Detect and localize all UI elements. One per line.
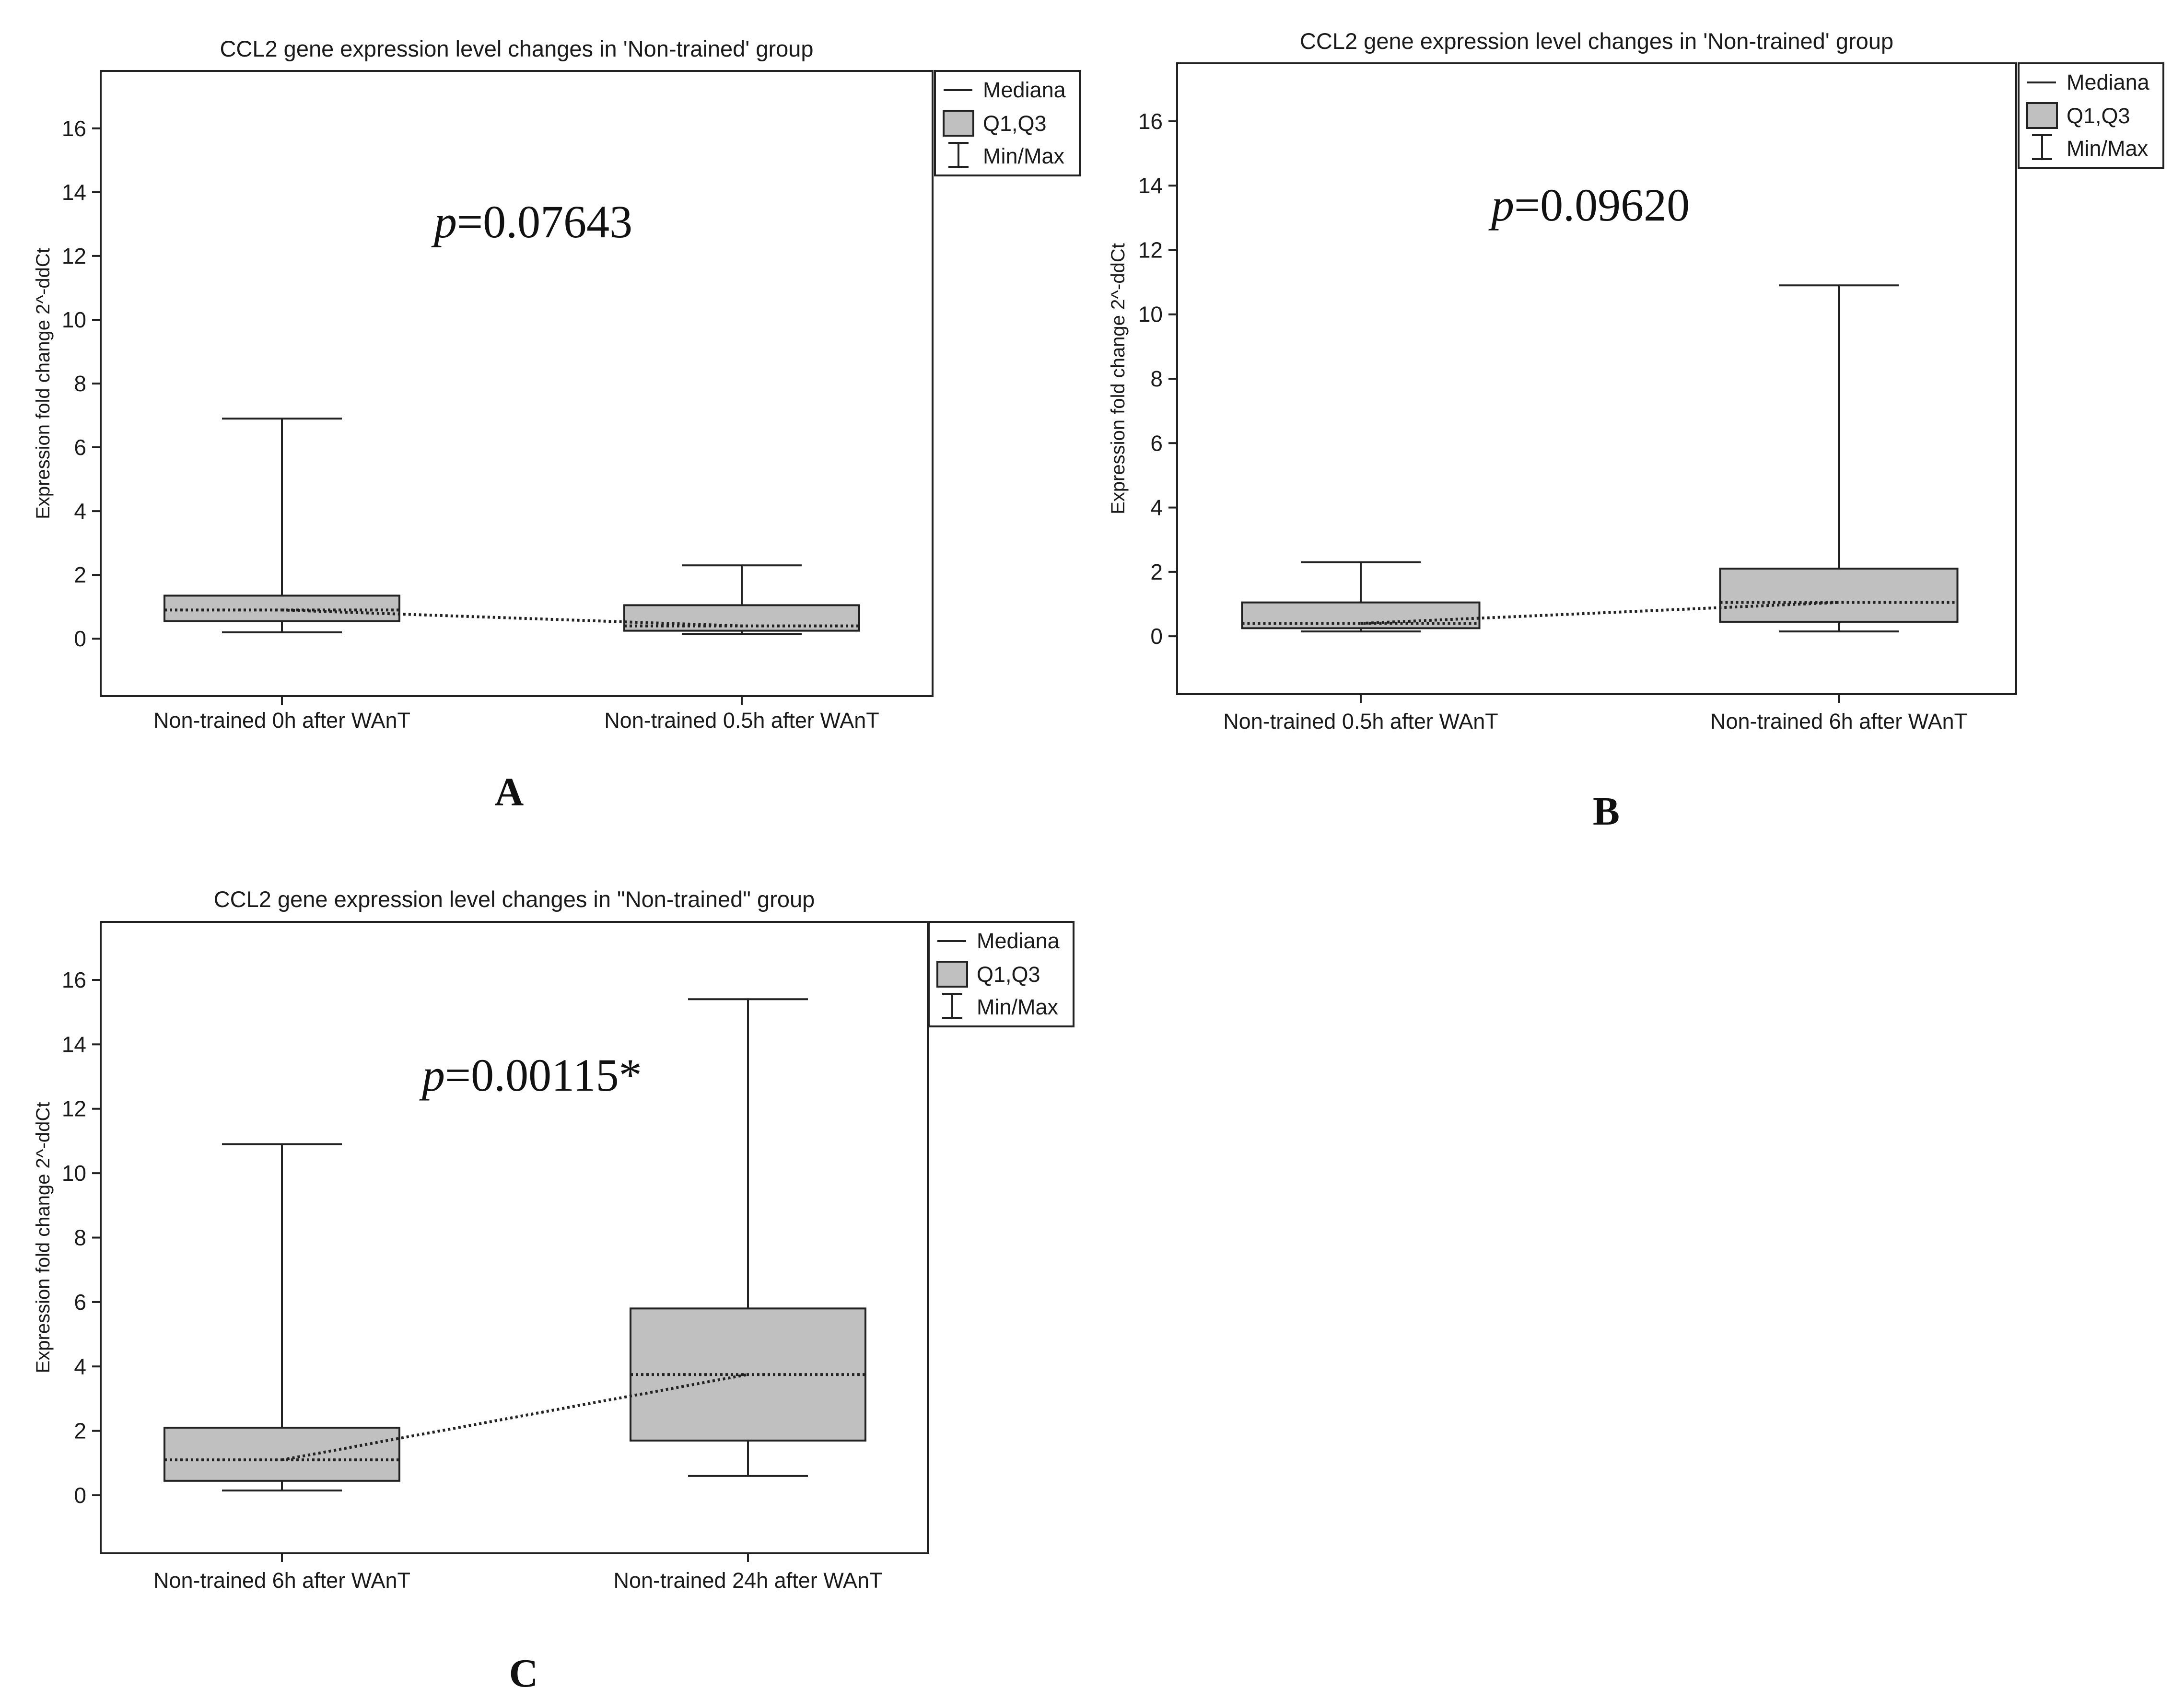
y-tick-label: 16: [62, 967, 86, 992]
x-category-label: Non-trained 6h after WAnT: [153, 1568, 410, 1593]
y-tick-label: 14: [1138, 173, 1163, 198]
y-tick-label: 6: [74, 435, 86, 460]
median-trend-line: [1360, 601, 1839, 625]
legend: Mediana Q1,Q3 Min/Max: [2018, 62, 2164, 169]
box-2: [623, 564, 860, 635]
y-tick-label: 8: [74, 371, 86, 396]
box-1: [164, 418, 400, 633]
p-value-annotation: p=0.09620: [1488, 179, 1690, 231]
y-tick-label: 0: [1150, 624, 1163, 649]
panel-letter: C: [509, 1651, 538, 1696]
legend: Mediana Q1,Q3 Min/Max: [934, 70, 1081, 176]
legend-item-median: Mediana: [983, 78, 1066, 102]
y-tick-label: 16: [1138, 109, 1163, 134]
y-tick-label: 2: [1150, 559, 1163, 584]
chart-title: CCL2 gene expression level changes in 'N…: [220, 36, 813, 61]
p-value-annotation: p=0.07643: [431, 196, 632, 247]
legend-item-median: Mediana: [2067, 70, 2150, 94]
box-2: [1719, 284, 1959, 633]
y-tick-label: 8: [74, 1225, 86, 1250]
box-1: [164, 1143, 400, 1491]
chart-panel-b: CCL2 gene expression level changes in 'N…: [1108, 28, 2164, 834]
p-value: =0.00115*: [445, 1049, 642, 1101]
x-category-label: Non-trained 0h after WAnT: [153, 708, 410, 733]
p-symbol: p: [419, 1049, 445, 1101]
y-tick-label: 8: [1150, 366, 1163, 391]
legend-item-minmax: Min/Max: [2067, 136, 2149, 161]
chart-title: CCL2 gene expression level changes in 'N…: [1300, 28, 1893, 54]
panel-letter: B: [1593, 789, 1620, 834]
p-symbol: p: [431, 196, 457, 247]
p-value: =0.07643: [457, 196, 632, 247]
iqr-box: [1719, 568, 1959, 623]
legend-item-q1q3: Q1,Q3: [983, 111, 1047, 136]
y-tick-label: 6: [74, 1290, 86, 1315]
y-tick-label: 10: [62, 307, 86, 332]
y-axis-label: Expression fold change 2^-ddCt: [33, 1102, 54, 1374]
y-tick-label: 10: [1138, 302, 1163, 327]
y-tick-label: 12: [62, 1096, 86, 1121]
p-value: =0.09620: [1514, 179, 1690, 231]
y-tick-label: 4: [1150, 495, 1163, 520]
y-tick-label: 12: [1138, 237, 1163, 262]
legend: Mediana Q1,Q3 Min/Max: [928, 921, 1074, 1027]
box-1: [1241, 561, 1481, 633]
y-tick-label: 14: [62, 1032, 86, 1057]
legend-iqr-swatch: [936, 961, 968, 988]
y-tick-label: 4: [74, 1354, 86, 1379]
legend-item-minmax: Min/Max: [983, 144, 1065, 168]
x-category-label: Non-trained 0.5h after WAnT: [1223, 709, 1498, 734]
legend-item-q1q3: Q1,Q3: [2067, 104, 2130, 128]
y-tick-label: 14: [62, 180, 86, 205]
y-tick-label: 2: [74, 562, 86, 587]
y-tick-label: 0: [74, 626, 86, 651]
chart-title: CCL2 gene expression level changes in "N…: [214, 886, 815, 912]
x-category-label: Non-trained 24h after WAnT: [613, 1568, 882, 1593]
p-symbol: p: [1488, 179, 1514, 231]
y-tick-label: 0: [74, 1483, 86, 1508]
legend-item-minmax: Min/Max: [977, 995, 1059, 1019]
iqr-box: [164, 1426, 400, 1482]
y-tick-label: 4: [74, 499, 86, 524]
chart-panel-c: CCL2 gene expression level changes in "N…: [33, 886, 1074, 1696]
y-tick-label: 2: [74, 1419, 86, 1444]
y-tick-label: 10: [62, 1161, 86, 1186]
y-tick-label: 16: [62, 116, 86, 141]
legend-item-median: Mediana: [977, 929, 1060, 953]
legend-iqr-swatch: [943, 110, 974, 137]
y-tick-label: 6: [1150, 431, 1163, 455]
y-axis-label: Expression fold change 2^-ddCt: [1108, 243, 1129, 514]
iqr-box: [1241, 601, 1481, 629]
x-category-label: Non-trained 0.5h after WAnT: [604, 708, 879, 733]
legend-iqr-swatch: [2026, 102, 2058, 129]
legend-item-q1q3: Q1,Q3: [977, 962, 1040, 987]
p-value-annotation: p=0.00115*: [419, 1049, 642, 1101]
iqr-box: [164, 594, 400, 622]
y-tick-label: 12: [62, 244, 86, 268]
chart-panel-a: CCL2 gene expression level changes in 'N…: [33, 36, 1081, 815]
y-axis-label: Expression fold change 2^-ddCt: [33, 248, 54, 519]
x-category-label: Non-trained 6h after WAnT: [1710, 709, 1967, 734]
panel-letter: A: [495, 770, 524, 815]
box-2: [630, 998, 866, 1477]
